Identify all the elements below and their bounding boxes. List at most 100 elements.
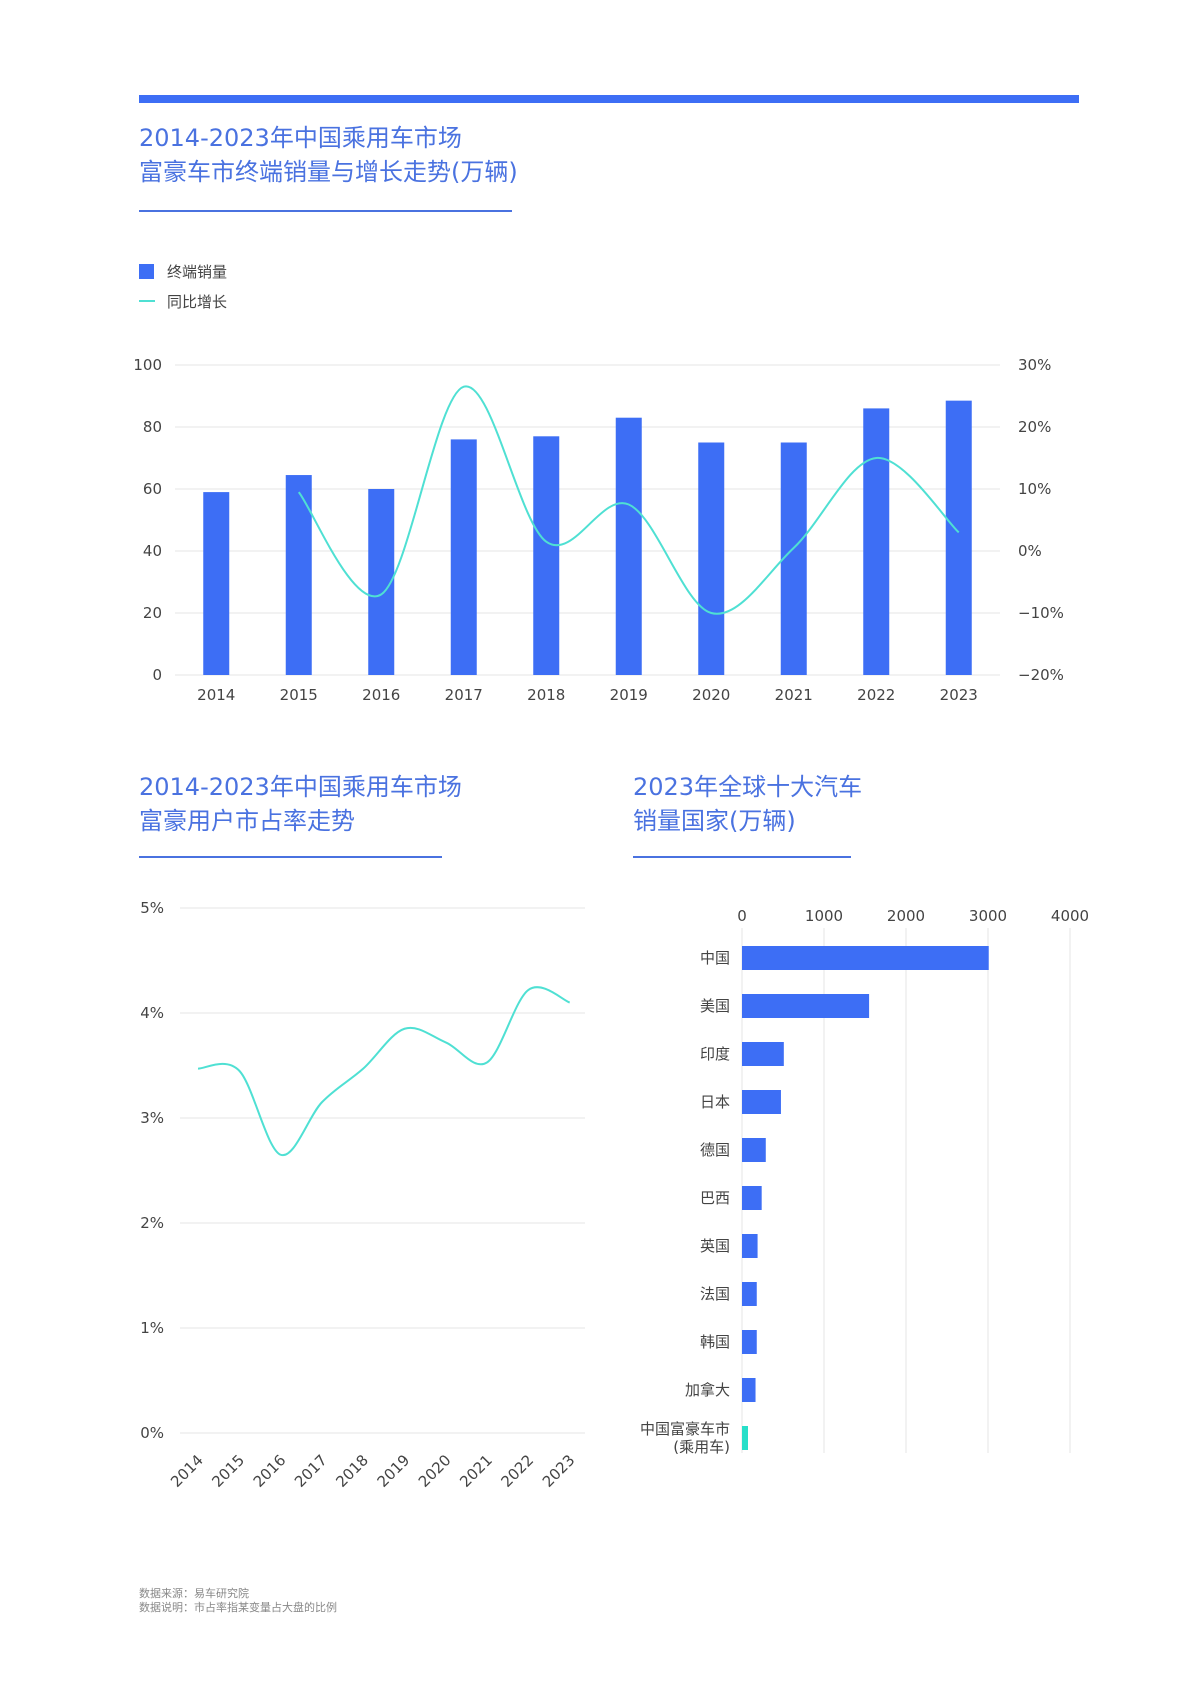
highlight-bar xyxy=(742,1426,748,1450)
country-bar xyxy=(742,1330,757,1354)
x-axis-tick-label: 2022 xyxy=(857,686,895,704)
legend-label-sales: 终端销量 xyxy=(167,262,228,281)
x-axis-tick-label: 2019 xyxy=(374,1451,414,1491)
chart1-title-line2: 富豪车市终端销量与增长走势(万辆) xyxy=(139,158,518,186)
x-axis-tick-label: 3000 xyxy=(969,907,1007,925)
x-axis-tick-label: 0 xyxy=(737,907,747,925)
left-axis-tick-label: 0 xyxy=(152,666,162,684)
chart1-legend: 终端销量 同比增长 xyxy=(139,256,227,316)
x-axis-tick-label: 4000 xyxy=(1051,907,1089,925)
sales-bar xyxy=(615,417,642,675)
market-share-line xyxy=(197,986,571,1156)
x-axis-tick-label: 2014 xyxy=(197,686,235,704)
x-axis-tick-label: 2020 xyxy=(692,686,730,704)
x-axis-tick-label: 2017 xyxy=(291,1451,331,1491)
country-bar xyxy=(742,1090,781,1114)
chart3-title-line1: 2023年全球十大汽车 xyxy=(633,773,863,801)
x-axis-tick-label: 2019 xyxy=(610,686,648,704)
country-sales-horizontal-bar-chart: 0 1000 2000 3000 4000 中国美国印度日本德国巴西英国法国韩国加拿大中国… xyxy=(640,907,1089,1456)
y-axis-tick-label: 3% xyxy=(140,1109,164,1127)
x-axis-tick-label: 2018 xyxy=(332,1451,372,1491)
legend-bar-swatch xyxy=(139,263,154,279)
country-bar xyxy=(742,1042,784,1066)
x-axis-tick-label: 2018 xyxy=(527,686,565,704)
chart1-title-rule xyxy=(139,210,512,212)
growth-line xyxy=(297,385,960,615)
footnote-source: 数据来源：易车研究院 xyxy=(139,1587,249,1600)
market-share-line-chart: 5% 4% 3% 2% 1% 0%2014 2015 2016 2017 2018 2019 2020… xyxy=(140,900,585,1491)
left-axis-tick-label: 80 xyxy=(143,418,162,436)
category-label: 美国 xyxy=(700,997,730,1015)
right-axis-tick-label: 10% xyxy=(1018,480,1051,498)
y-axis-tick-label: 2% xyxy=(140,1214,164,1232)
chart2-title-line2: 富豪用户市占率走势 xyxy=(139,807,355,835)
chart2-title-line1: 2014-2023年中国乘用车市场 xyxy=(139,773,462,801)
left-axis-tick-label: 40 xyxy=(143,542,162,560)
country-bar xyxy=(742,1138,766,1162)
category-label: 加拿大 xyxy=(685,1381,730,1399)
left-axis-tick-label: 20 xyxy=(143,604,162,622)
sales-bar xyxy=(203,492,230,675)
country-bar xyxy=(742,1378,756,1402)
x-axis-tick-label: 2022 xyxy=(497,1451,537,1491)
category-label: 中国富豪车市 xyxy=(640,1420,730,1438)
chart3-title: 2023年全球十大汽车 销量国家(万辆) xyxy=(633,770,862,838)
right-axis-tick-label: −20% xyxy=(1018,666,1064,684)
x-axis-tick-label: 1000 xyxy=(805,907,843,925)
legend-item-sales: 终端销量 xyxy=(139,256,227,286)
sales-bar xyxy=(285,475,312,675)
x-axis-tick-label: 2023 xyxy=(539,1451,579,1491)
x-axis-tick-label: 2000 xyxy=(887,907,925,925)
left-axis-tick-label: 60 xyxy=(143,480,162,498)
y-axis-tick-label: 1% xyxy=(140,1319,164,1337)
x-axis-tick-label: 2016 xyxy=(362,686,400,704)
category-label: 英国 xyxy=(700,1237,730,1255)
category-label: 中国 xyxy=(700,949,730,967)
country-bar xyxy=(742,1186,762,1210)
category-label: 日本 xyxy=(700,1093,730,1111)
category-label: 巴西 xyxy=(700,1189,730,1207)
sales-bar xyxy=(450,439,477,675)
top-accent-rule xyxy=(139,95,1079,103)
category-label: (乘用车) xyxy=(673,1438,730,1456)
country-bar xyxy=(742,1234,758,1258)
legend-item-growth: 同比增长 xyxy=(139,286,227,316)
y-axis-tick-label: 4% xyxy=(140,1004,164,1022)
legend-label-growth: 同比增长 xyxy=(167,292,228,311)
x-axis-tick-label: 2014 xyxy=(167,1451,207,1491)
right-axis-tick-label: 20% xyxy=(1018,418,1051,436)
x-axis-tick-label: 2015 xyxy=(280,686,318,704)
category-label: 韩国 xyxy=(700,1333,730,1351)
country-bar xyxy=(742,994,870,1018)
category-label: 印度 xyxy=(700,1045,730,1063)
chart2-title-rule xyxy=(139,856,442,858)
chart2-title: 2014-2023年中国乘用车市场 富豪用户市占率走势 xyxy=(139,770,462,838)
left-axis-tick-label: 100 xyxy=(133,356,162,374)
x-axis-tick-label: 2015 xyxy=(208,1451,248,1491)
chart1-title: 2014-2023年中国乘用车市场 富豪车市终端销量与增长走势(万辆) xyxy=(139,121,518,189)
footnote-explanation: 数据说明：市占率指某变量占大盘的比例 xyxy=(139,1601,337,1614)
combo-bar-line-chart: 100 80 60 40 20 0 30% 20% 10% 0% −10% −20% 2014 2015 2… xyxy=(133,356,1064,704)
country-bar xyxy=(742,946,989,970)
right-axis-tick-label: 0% xyxy=(1018,542,1042,560)
x-axis-tick-label: 2021 xyxy=(456,1451,496,1491)
x-axis-tick-label: 2021 xyxy=(775,686,813,704)
country-bar xyxy=(742,1282,757,1306)
legend-line-swatch xyxy=(139,300,155,302)
x-axis-tick-label: 2016 xyxy=(250,1451,290,1491)
y-axis-tick-label: 0% xyxy=(140,1424,164,1442)
footnotes: 数据来源：易车研究院 数据说明：市占率指某变量占大盘的比例 xyxy=(139,1587,337,1615)
x-axis-tick-label: 2017 xyxy=(445,686,483,704)
x-axis-tick-label: 2020 xyxy=(415,1451,455,1491)
chart3-title-rule xyxy=(633,856,851,858)
chart1-title-line1: 2014-2023年中国乘用车市场 xyxy=(139,124,462,152)
sales-bar xyxy=(863,408,890,675)
sales-bar xyxy=(780,442,807,675)
x-axis-tick-label: 2023 xyxy=(940,686,978,704)
category-label: 德国 xyxy=(700,1141,730,1159)
right-axis-tick-label: −10% xyxy=(1018,604,1064,622)
chart3-title-line2: 销量国家(万辆) xyxy=(633,807,796,835)
category-label: 法国 xyxy=(700,1285,730,1303)
sales-bar xyxy=(945,400,972,675)
sales-bar xyxy=(533,436,560,675)
